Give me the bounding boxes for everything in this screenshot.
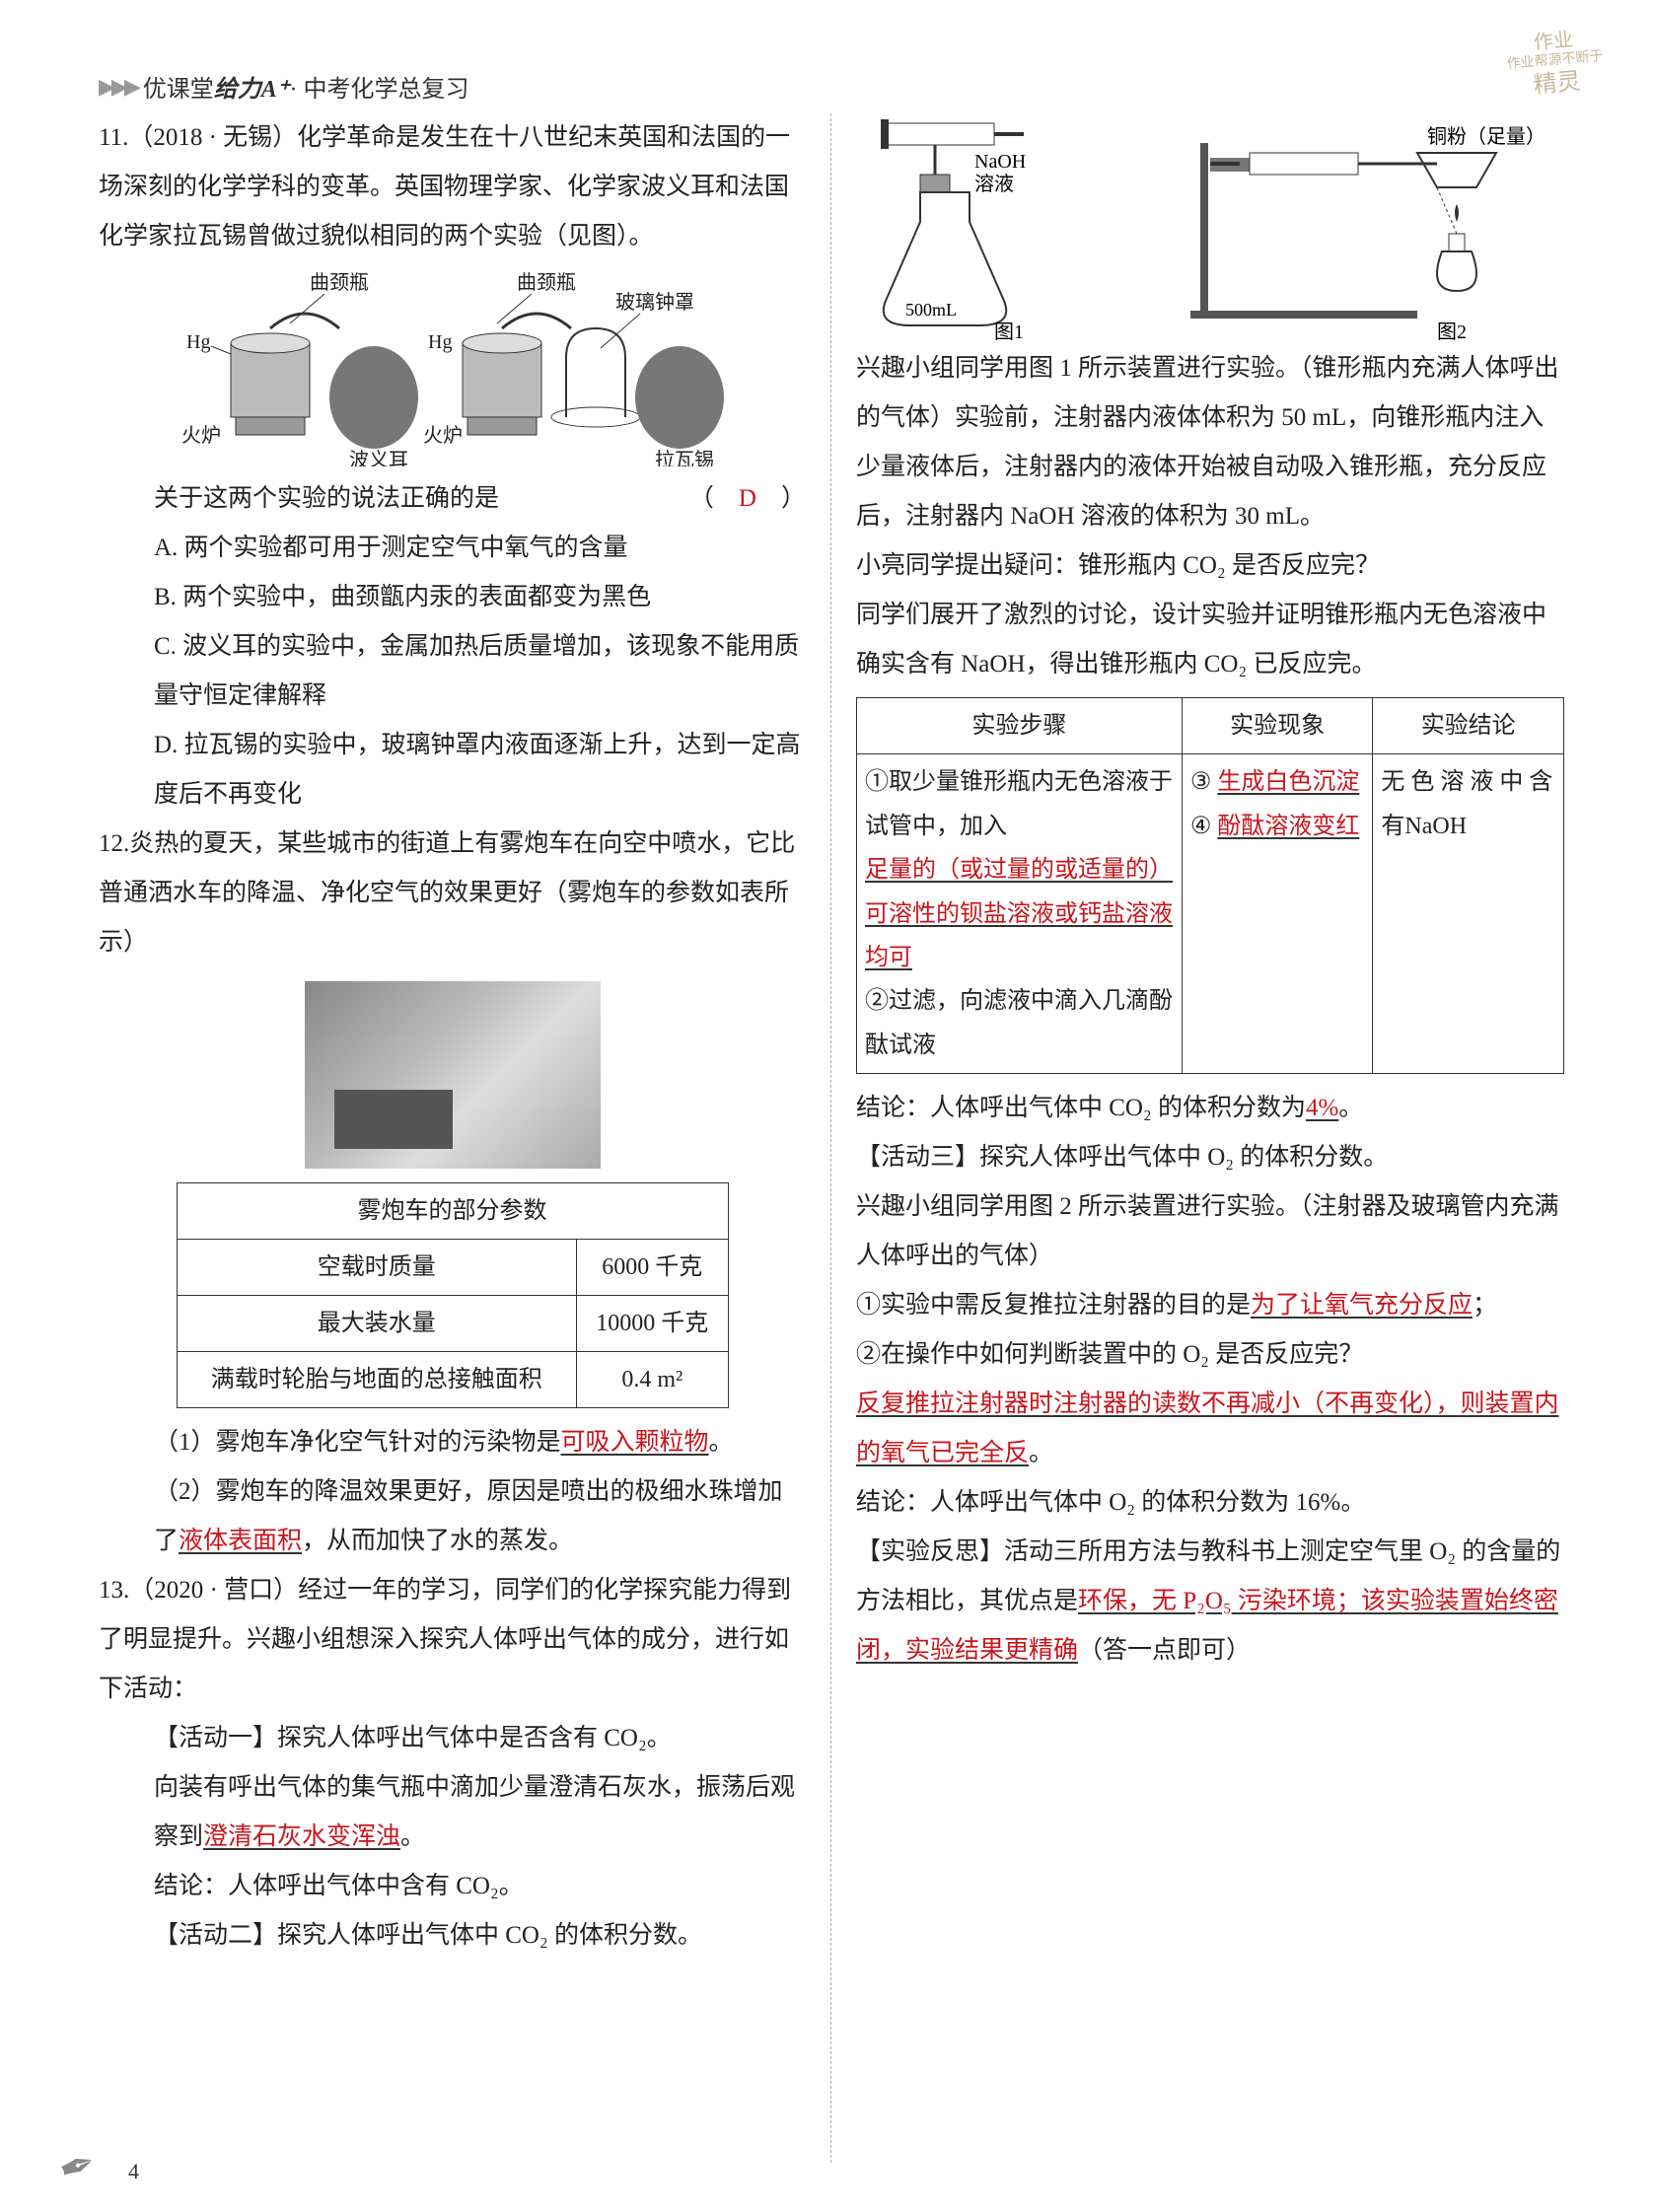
q13-act1-concl: 结论：人体呼出气体中含有 CO₂。 (99, 1862, 806, 1911)
q11-optC: C. 波义耳的实验中，金属加热后质量增加，该现象不能用质量守恒定律解释 (99, 622, 806, 721)
page-number: 4 (128, 2159, 139, 2184)
concl-o2: 结论：人体呼出气体中 O₂ 的体积分数为 16%。 (856, 1478, 1564, 1528)
exp-h1: 实验步骤 (857, 698, 1183, 754)
q11-optB: B. 两个实验中，曲颈甑内汞的表面都变为黑色 (99, 573, 806, 622)
concl-co2: 结论：人体呼出气体中 CO₂ 的体积分数为4%。 (856, 1084, 1564, 1133)
q13-source: （2020 · 营口） (129, 1577, 298, 1604)
header-series: 给力A⁺ (214, 77, 290, 103)
question-13: 13.（2020 · 营口）经过一年的学习，同学们的化学探究能力得到了明显提升。… (99, 1566, 806, 1714)
q11-stem: 关于这两个实验的说法正确的是 (154, 485, 499, 512)
header-arrows: ▶▶▶ (99, 74, 137, 100)
q11-source: （2018 · 无锡） (128, 124, 297, 151)
q12-r2v: 0.4 m² (577, 1352, 728, 1408)
right-column: NaOH 溶液 500mL 图1 铜粉（足 (831, 113, 1564, 2163)
label-boyier: 波义耳 (349, 449, 408, 466)
right-para2: 小亮同学提出疑问：锥形瓶内 CO₂ 是否反应完？ (856, 541, 1564, 591)
header-subtitle: · 中考化学总复习 (289, 77, 468, 103)
exp-phen3-ans: 生成白色沉淀 (1217, 769, 1359, 795)
label-hg1: Hg (186, 331, 210, 353)
q13-act1-body: 向装有呼出气体的集气瓶中滴加少量澄清石灰水，振荡后观察到澄清石灰水变浑浊。 (99, 1763, 806, 1862)
q11-optD: D. 拉瓦锡的实验中，玻璃钟罩内液面逐渐上升，达到一定高度后不再变化 (99, 721, 806, 820)
watermark-stamp: 作业 作业帮源不断于 精灵 (1504, 26, 1607, 103)
label-huolu1: 火炉 (181, 424, 221, 447)
q13-act1-ans: 澄清石灰水变浑浊 (203, 1823, 400, 1850)
page-header: ▶▶▶ 优课堂给力A⁺· 中考化学总复习 作业 作业帮源不断于 精灵 (99, 69, 1564, 104)
label-lawaxi: 拉瓦锡 (655, 449, 714, 466)
label-tongfen: 铜粉（足量） (1427, 125, 1545, 148)
q12-table-caption: 雾炮车的部分参数 (177, 1183, 728, 1240)
q12-r0k: 空载时质量 (177, 1240, 577, 1296)
label-hg2: Hg (428, 331, 452, 353)
q11-answer: D (739, 485, 756, 512)
q12-p2: （2）雾炮车的降温效果更好，原因是喷出的极细水珠增加了液体表面积，从而加快了水的… (99, 1467, 806, 1566)
label-500ml: 500mL (905, 300, 957, 320)
exp-phen4-ans: 酚酞溶液变红 (1217, 814, 1359, 839)
label-qujingping2: 曲颈瓶 (517, 271, 576, 294)
reflect: 【实验反思】活动三所用方法与教科书上测定空气里 O₂ 的含量的方法相比，其优点是… (856, 1528, 1564, 1676)
concl-co2-ans: 4% (1306, 1095, 1338, 1121)
q12-r2k: 满载时轮胎与地面的总接触面积 (177, 1352, 577, 1408)
q12-r1v: 10000 千克 (577, 1296, 728, 1352)
q11-answer-bracket: （ D ） (689, 474, 806, 524)
q12-r0v: 6000 千克 (577, 1240, 728, 1296)
q12-table: 雾炮车的部分参数 空载时质量6000 千克 最大装水量10000 千克 满载时轮… (177, 1182, 729, 1408)
question-11: 11.（2018 · 无锡）化学革命是发生在十八世纪末英国和法国的一场深刻的化学… (99, 113, 806, 261)
q12-p2-ans: 液体表面积 (179, 1528, 302, 1554)
right-para1: 兴趣小组同学用图 1 所示装置进行实验。（锥形瓶内充满人体呼出的气体）实验前，注… (856, 344, 1564, 541)
label-naoh: NaOH (974, 151, 1026, 173)
exp-h3: 实验结论 (1373, 698, 1564, 754)
right-para3: 同学们展开了激烈的讨论，设计实验并证明锥形瓶内无色溶液中确实含有 NaOH，得出… (856, 591, 1564, 689)
q12-num: 12. (99, 830, 129, 857)
q12-r1k: 最大装水量 (177, 1296, 577, 1352)
figure-2: 铜粉（足量） 图2 (1181, 113, 1555, 340)
act3-q2: ②在操作中如何判断装置中的 O₂ 是否反应完？ 反复推拉注射器时注射器的读数不再… (856, 1330, 1564, 1478)
figure-1: NaOH 溶液 500mL 图1 (866, 113, 1162, 340)
exp-h2: 实验现象 (1182, 698, 1373, 754)
q13-act2-title: 【活动二】探究人体呼出气体中 CO₂ 的体积分数。 (99, 1911, 806, 1961)
act3-q2-ans: 反复推拉注射器时注射器的读数不再减小（不再变化），则装置内的氧气已完全反 (856, 1391, 1559, 1466)
q13-act1-title: 【活动一】探究人体呼出气体中是否含有 CO₂。 (99, 1714, 806, 1763)
q12-photo (99, 975, 806, 1175)
q11-figure: 曲颈瓶 Hg 火炉 波义耳 曲颈瓶 (99, 269, 806, 466)
label-qujingping1: 曲颈瓶 (310, 271, 369, 294)
q11-stem-row: 关于这两个实验的说法正确的是 （ D ） (99, 474, 806, 524)
exp-step1-ans: 足量的（或过量的或适量的）可溶性的钡盐溶液或钙盐溶液均可 (865, 857, 1173, 970)
act3-q1: ①实验中需反复推拉注射器的目的是为了让氧气充分反应； (856, 1281, 1564, 1330)
question-12: 12.炎热的夏天，某些城市的街道上有雾炮车在向空中喷水，它比普通洒水车的降温、净… (99, 820, 806, 967)
experiment-table: 实验步骤 实验现象 实验结论 ①取少量锥形瓶内无色溶液于试管中，加入 足量的（或… (856, 697, 1564, 1074)
q12-text: 炎热的夏天，某些城市的街道上有雾炮车在向空中喷水，它比普通洒水车的降温、净化空气… (99, 830, 795, 956)
right-figures: NaOH 溶液 500mL 图1 铜粉（足 (856, 113, 1564, 340)
caption-tu1: 图1 (994, 321, 1024, 340)
act3-q1-ans: 为了让氧气充分反应 (1251, 1292, 1473, 1319)
label-bolizhong: 玻璃钟罩 (615, 291, 694, 314)
header-title: 优课堂给力A⁺· 中考化学总复习 (143, 69, 469, 104)
q11-optA: A. 两个实验都可用于测定空气中氧气的含量 (99, 524, 806, 573)
left-column: 11.（2018 · 无锡）化学革命是发生在十八世纪末英国和法国的一场深刻的化学… (99, 113, 831, 2163)
q12-p1: （1）雾炮车净化空气针对的污染物是可吸入颗粒物。 (99, 1418, 806, 1467)
q12-p1-ans: 可吸入颗粒物 (561, 1429, 709, 1456)
caption-tu2: 图2 (1437, 321, 1467, 340)
label-rongye: 溶液 (974, 173, 1014, 195)
feather-icon: ✒ (51, 2137, 103, 2197)
header-brand: 优课堂 (143, 77, 214, 103)
q11-num: 11. (99, 124, 128, 151)
act3-p1: 兴趣小组同学用图 2 所示装置进行实验。（注射器及玻璃管内充满人体呼出的气体） (856, 1182, 1564, 1281)
act3-title: 【活动三】探究人体呼出气体中 O₂ 的体积分数。 (856, 1133, 1564, 1182)
exp-conclusion: 无 色 溶 液 中 含 有NaOH (1373, 754, 1564, 1074)
q13-num: 13. (99, 1577, 129, 1604)
exp-phenomena: ③ 生成白色沉淀 ④ 酚酞溶液变红 (1182, 754, 1373, 1074)
content-columns: 11.（2018 · 无锡）化学革命是发生在十八世纪末英国和法国的一场深刻的化学… (99, 113, 1564, 2163)
exp-steps: ①取少量锥形瓶内无色溶液于试管中，加入 足量的（或过量的或适量的）可溶性的钡盐溶… (857, 754, 1183, 1074)
label-huolu2: 火炉 (423, 424, 463, 447)
